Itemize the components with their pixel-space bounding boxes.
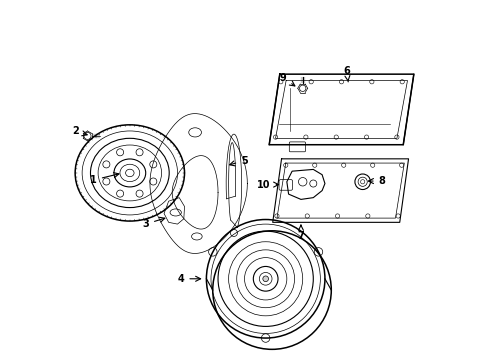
Text: 5: 5	[229, 156, 247, 166]
Text: 10: 10	[257, 180, 278, 190]
Text: 9: 9	[279, 73, 294, 86]
Text: 2: 2	[72, 126, 87, 136]
Text: 3: 3	[142, 217, 164, 229]
Ellipse shape	[263, 276, 268, 282]
Ellipse shape	[125, 169, 134, 177]
Text: 6: 6	[343, 66, 349, 82]
Text: 8: 8	[368, 176, 385, 186]
Text: 1: 1	[90, 173, 119, 185]
Text: 7: 7	[297, 225, 304, 242]
Text: 4: 4	[177, 274, 200, 284]
